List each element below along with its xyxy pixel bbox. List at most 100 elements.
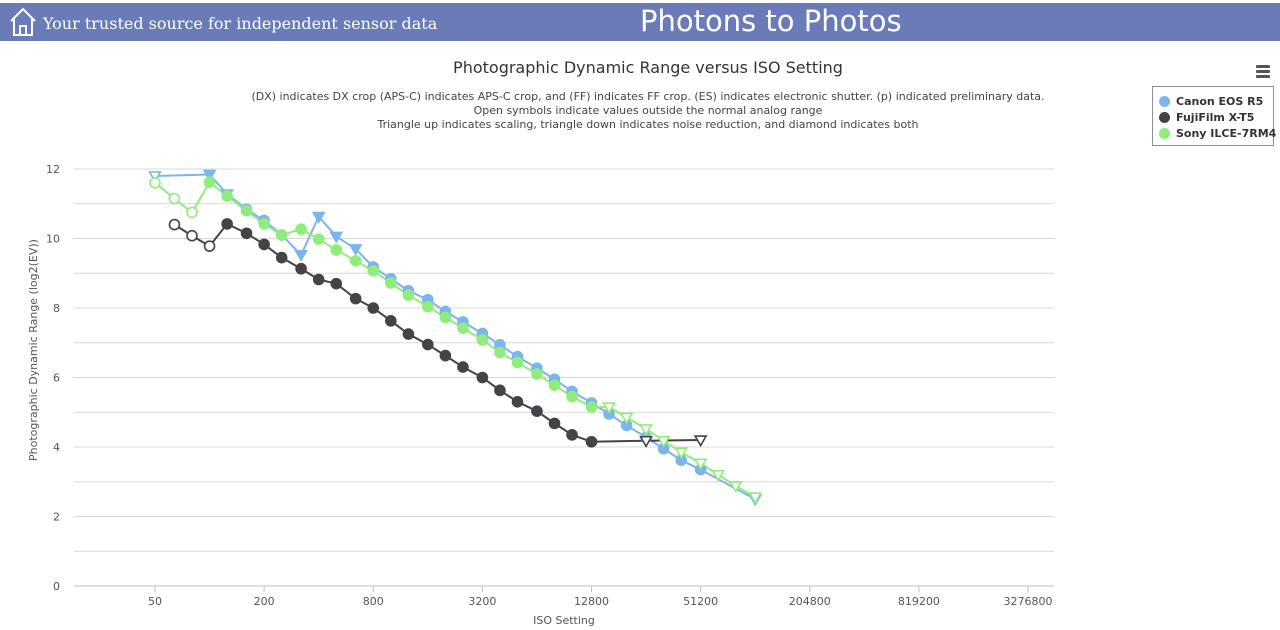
data-point <box>258 238 270 251</box>
y-tick-label: 8 <box>53 302 60 315</box>
legend-label-fujifilm: FujiFilm X-T5 <box>1176 110 1255 124</box>
data-point <box>602 402 616 415</box>
data-point <box>312 233 325 245</box>
y-tick-label: 2 <box>53 511 60 524</box>
site-header: Your trusted source for independent sens… <box>0 3 1280 41</box>
x-axis-title: ISO Setting <box>533 614 595 627</box>
data-point <box>168 218 181 231</box>
data-point <box>476 334 489 346</box>
data-point <box>457 322 469 334</box>
data-point <box>656 435 671 448</box>
data-point <box>295 262 307 275</box>
chart-subtitle-line-2: Open symbols indicate values outside the… <box>473 104 823 117</box>
axes: 0 2 4 6 8 10 12 50 200 800 3200 12800 51200 204800 819… <box>27 163 1054 627</box>
data-point <box>585 401 598 413</box>
data-point <box>275 229 288 241</box>
x-tick-label: 3200 <box>468 595 496 608</box>
y-tick-label: 0 <box>53 580 60 593</box>
data-point <box>203 240 216 252</box>
chart-legend: Canon EOS R5 FujiFilm X-T5 Sony ILCE-7RM… <box>1152 86 1276 146</box>
data-point <box>422 338 434 351</box>
x-tick-label: 50 <box>148 595 162 608</box>
dynamic-range-chart: 0 2 4 6 8 10 12 50 200 800 3200 12800 51200 204800 819… <box>27 163 1054 627</box>
data-point <box>295 223 307 235</box>
data-point <box>348 244 363 257</box>
legend-label-canon: Canon EOS R5 <box>1176 94 1264 108</box>
data-point <box>330 244 343 256</box>
data-point <box>566 429 578 441</box>
data-point <box>367 302 380 314</box>
data-point <box>402 328 415 340</box>
data-point <box>349 254 362 267</box>
grid-lines <box>74 168 1054 552</box>
chart-subtitle-line-3: Triangle up indicates scaling, triangle … <box>377 118 919 131</box>
data-point <box>312 273 325 286</box>
data-point <box>349 292 362 305</box>
y-tick-label: 10 <box>46 233 60 246</box>
data-point <box>294 250 309 262</box>
x-tick-label: 3276800 <box>1004 595 1053 608</box>
data-point <box>186 206 198 219</box>
legend-label-sony: Sony ILCE-7RM4 <box>1176 126 1277 140</box>
data-point <box>221 218 233 230</box>
data-point <box>367 265 380 277</box>
chart-subtitle-line-1: (DX) indicates DX crop (APS-C) indicates… <box>251 90 1045 103</box>
legend-marker-fujifilm <box>1159 111 1170 123</box>
data-point <box>531 368 543 380</box>
data-point <box>275 251 288 264</box>
data-point <box>203 176 216 189</box>
data-point <box>258 218 270 230</box>
data-point <box>693 435 708 448</box>
data-point <box>548 379 561 391</box>
legend-marker-canon <box>1159 95 1170 107</box>
series-markers <box>148 169 763 507</box>
x-tick-label: 12800 <box>574 595 609 608</box>
y-tick-label: 12 <box>46 163 60 176</box>
data-point <box>439 349 452 362</box>
data-point <box>385 277 397 289</box>
site-tagline: Your trusted source for independent sens… <box>43 14 438 33</box>
data-point <box>439 311 452 324</box>
x-tick-label: 800 <box>363 595 384 608</box>
data-point <box>674 447 689 460</box>
data-point <box>619 412 634 425</box>
series-line-2 <box>154 181 756 498</box>
x-tick-label: 51200 <box>683 595 718 608</box>
data-point <box>693 458 708 471</box>
legend-item-canon-eos-r5[interactable]: Canon EOS R5 <box>1159 93 1263 109</box>
data-point <box>422 300 434 313</box>
x-tick-label: 819200 <box>898 595 940 608</box>
data-point <box>511 356 524 369</box>
series-line-1 <box>173 222 701 443</box>
data-point <box>202 169 217 182</box>
data-point <box>240 204 253 217</box>
data-point <box>457 361 469 373</box>
data-point <box>311 211 326 224</box>
data-point <box>186 229 198 242</box>
data-point <box>402 289 415 301</box>
home-icon[interactable] <box>8 6 38 38</box>
data-point <box>149 177 161 189</box>
data-point <box>240 227 253 240</box>
data-point <box>329 231 344 244</box>
site-title[interactable]: Photons to Photos <box>640 4 902 38</box>
y-tick-label: 4 <box>53 441 60 454</box>
data-point <box>748 492 763 505</box>
data-point <box>148 171 162 184</box>
x-tick-label: 200 <box>254 595 275 608</box>
x-tick-label: 204800 <box>789 595 831 608</box>
data-point <box>566 390 578 403</box>
data-point <box>548 417 561 430</box>
data-point <box>639 424 653 437</box>
chart-container: 0 2 4 6 8 10 12 50 200 800 3200 12800 51200 204800 819… <box>0 41 1280 630</box>
data-point <box>168 192 181 205</box>
legend-item-sony-ilce-7rm4[interactable]: Sony ILCE-7RM4 <box>1159 125 1276 141</box>
y-axis-title: Photographic Dynamic Range (log2(EV)) <box>27 239 40 461</box>
data-point <box>511 396 524 408</box>
hamburger-menu-icon[interactable] <box>1254 63 1274 81</box>
legend-item-fujifilm-x-t5[interactable]: FujiFilm X-T5 <box>1159 109 1254 125</box>
data-point <box>494 384 506 397</box>
y-tick-label: 6 <box>53 372 60 385</box>
data-point <box>711 470 726 482</box>
data-point <box>531 405 543 418</box>
